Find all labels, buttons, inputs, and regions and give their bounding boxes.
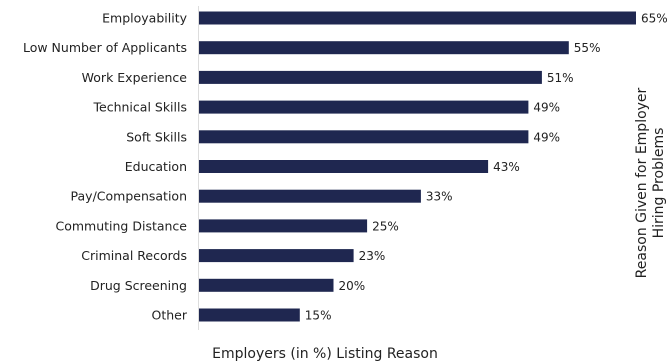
category-label-1: Low Number of Applicants xyxy=(23,40,187,55)
bar-9 xyxy=(199,278,334,292)
value-label-10: 15% xyxy=(305,309,332,323)
category-label-2: Work Experience xyxy=(82,70,188,85)
bar-1 xyxy=(199,41,569,55)
category-label-7: Commuting Distance xyxy=(55,218,187,233)
value-label-8: 23% xyxy=(359,249,386,263)
value-label-4: 49% xyxy=(533,130,560,144)
category-label-0: Employability xyxy=(102,11,187,26)
bar-0 xyxy=(199,11,636,25)
bars-group xyxy=(199,11,636,322)
value-label-6: 33% xyxy=(426,190,453,204)
bar-4 xyxy=(199,130,529,144)
value-label-5: 43% xyxy=(493,160,520,174)
bar-2 xyxy=(199,70,542,84)
category-labels-group: Employability Low Number of Applicants Wor… xyxy=(23,11,188,323)
y-axis-label-line-2: Hiring Problems xyxy=(651,128,667,239)
category-label-6: Pay/Compensation xyxy=(71,189,187,204)
value-label-9: 20% xyxy=(339,279,366,293)
category-label-3: Technical Skills xyxy=(93,100,187,115)
value-label-1: 55% xyxy=(574,41,601,55)
y-axis-label-line-1: Reason Given for Employer xyxy=(634,87,650,278)
category-label-5: Education xyxy=(125,159,187,174)
bar-10 xyxy=(199,308,300,322)
bar-3 xyxy=(199,100,529,114)
value-label-0: 65% xyxy=(641,12,668,26)
value-labels-group: 65% 55% 51% 49% 49% 43% 33% 25% 23% 20% 15% xyxy=(305,12,668,323)
category-label-8: Criminal Records xyxy=(81,248,187,263)
x-axis-label: Employers (in %) Listing Reason xyxy=(212,346,438,362)
category-label-10: Other xyxy=(152,308,188,323)
category-label-9: Drug Screening xyxy=(90,278,187,293)
y-axis-label-group: Reason Given for Employer Hiring Problem… xyxy=(634,87,667,278)
bar-6 xyxy=(199,189,421,203)
value-label-2: 51% xyxy=(547,71,574,85)
bar-5 xyxy=(199,160,489,173)
value-label-3: 49% xyxy=(533,101,560,115)
bar-8 xyxy=(199,249,354,263)
category-label-4: Soft Skills xyxy=(126,129,187,144)
value-label-7: 25% xyxy=(372,219,399,233)
bar-7 xyxy=(199,219,368,233)
